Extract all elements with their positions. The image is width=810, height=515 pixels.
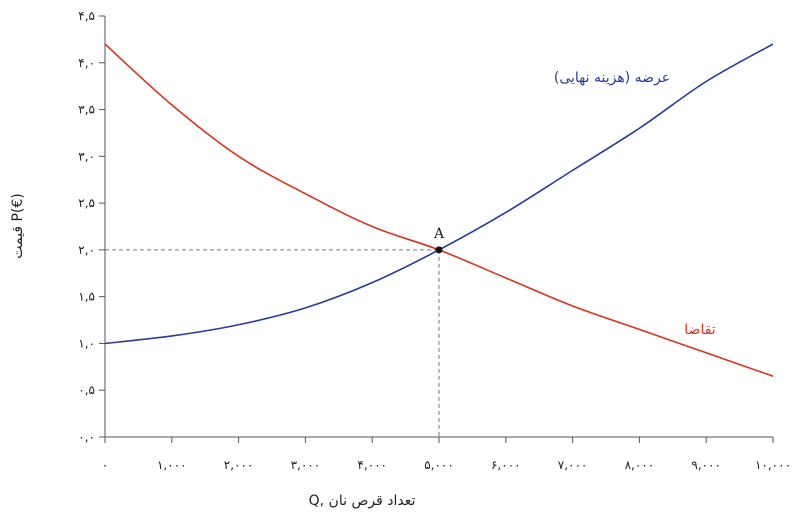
demand-series-label: تقاضا <box>684 322 716 338</box>
y-tick-label: ۴,۰ <box>78 56 95 70</box>
equilibrium-guides <box>105 249 440 437</box>
x-tick-label: ۲,۰۰۰ <box>224 458 254 472</box>
x-tick-label: ۰ <box>102 458 108 472</box>
y-tick-label: ۰,۵ <box>78 383 95 397</box>
x-tick-label: ۷,۰۰۰ <box>558 458 588 472</box>
annotations: A <box>433 226 445 254</box>
y-tick-label: ۳,۵ <box>78 103 95 117</box>
y-tick-label: ۴,۵ <box>78 9 95 23</box>
supply-series-label: عرضه (هزینه نهایی) <box>554 70 670 86</box>
y-tick-label: ۰,۰ <box>78 430 95 444</box>
y-ticks: ۰,۰ ۰,۵ ۱,۰ ۱,۵ ۲,۰ ۲,۵ ۳,۰ ۳,۵ ۴,۰ ۴,۵ <box>78 9 105 444</box>
x-tick-label: ۵,۰۰۰ <box>424 458 454 472</box>
y-axis-label: قیمت P(€) <box>10 193 26 259</box>
series-group <box>104 43 774 377</box>
y-tick-label: ۲,۰ <box>78 243 95 257</box>
x-tick-label: ۸,۰۰۰ <box>625 458 655 472</box>
x-tick-label: ۱۰,۰۰۰ <box>755 458 791 472</box>
x-axis-label: Q, تعداد قرص نان <box>309 493 416 509</box>
equilibrium-point <box>435 246 443 254</box>
x-tick-label: ۳,۰۰۰ <box>291 458 321 472</box>
supply-curve <box>104 43 774 345</box>
y-tick-label: ۱,۰ <box>78 336 95 350</box>
x-tick-label: ۶,۰۰۰ <box>491 458 521 472</box>
x-tick-label: ۴,۰۰۰ <box>357 458 387 472</box>
equilibrium-point-label: A <box>433 226 445 242</box>
x-tick-label: ۹,۰۰۰ <box>691 458 721 472</box>
x-ticks: ۰ ۱,۰۰۰ ۲,۰۰۰ ۳,۰۰۰ ۴,۰۰۰ ۵,۰۰۰ ۶,۰۰۰ ۷,۰۰۰ ۸,۰۰… <box>102 437 791 472</box>
demand-curve <box>104 43 774 377</box>
y-tick-label: ۱,۵ <box>78 290 95 304</box>
x-tick-label: ۱,۰۰۰ <box>157 458 187 472</box>
y-tick-label: ۳,۰ <box>78 149 95 163</box>
y-tick-label: ۲,۵ <box>78 196 95 210</box>
